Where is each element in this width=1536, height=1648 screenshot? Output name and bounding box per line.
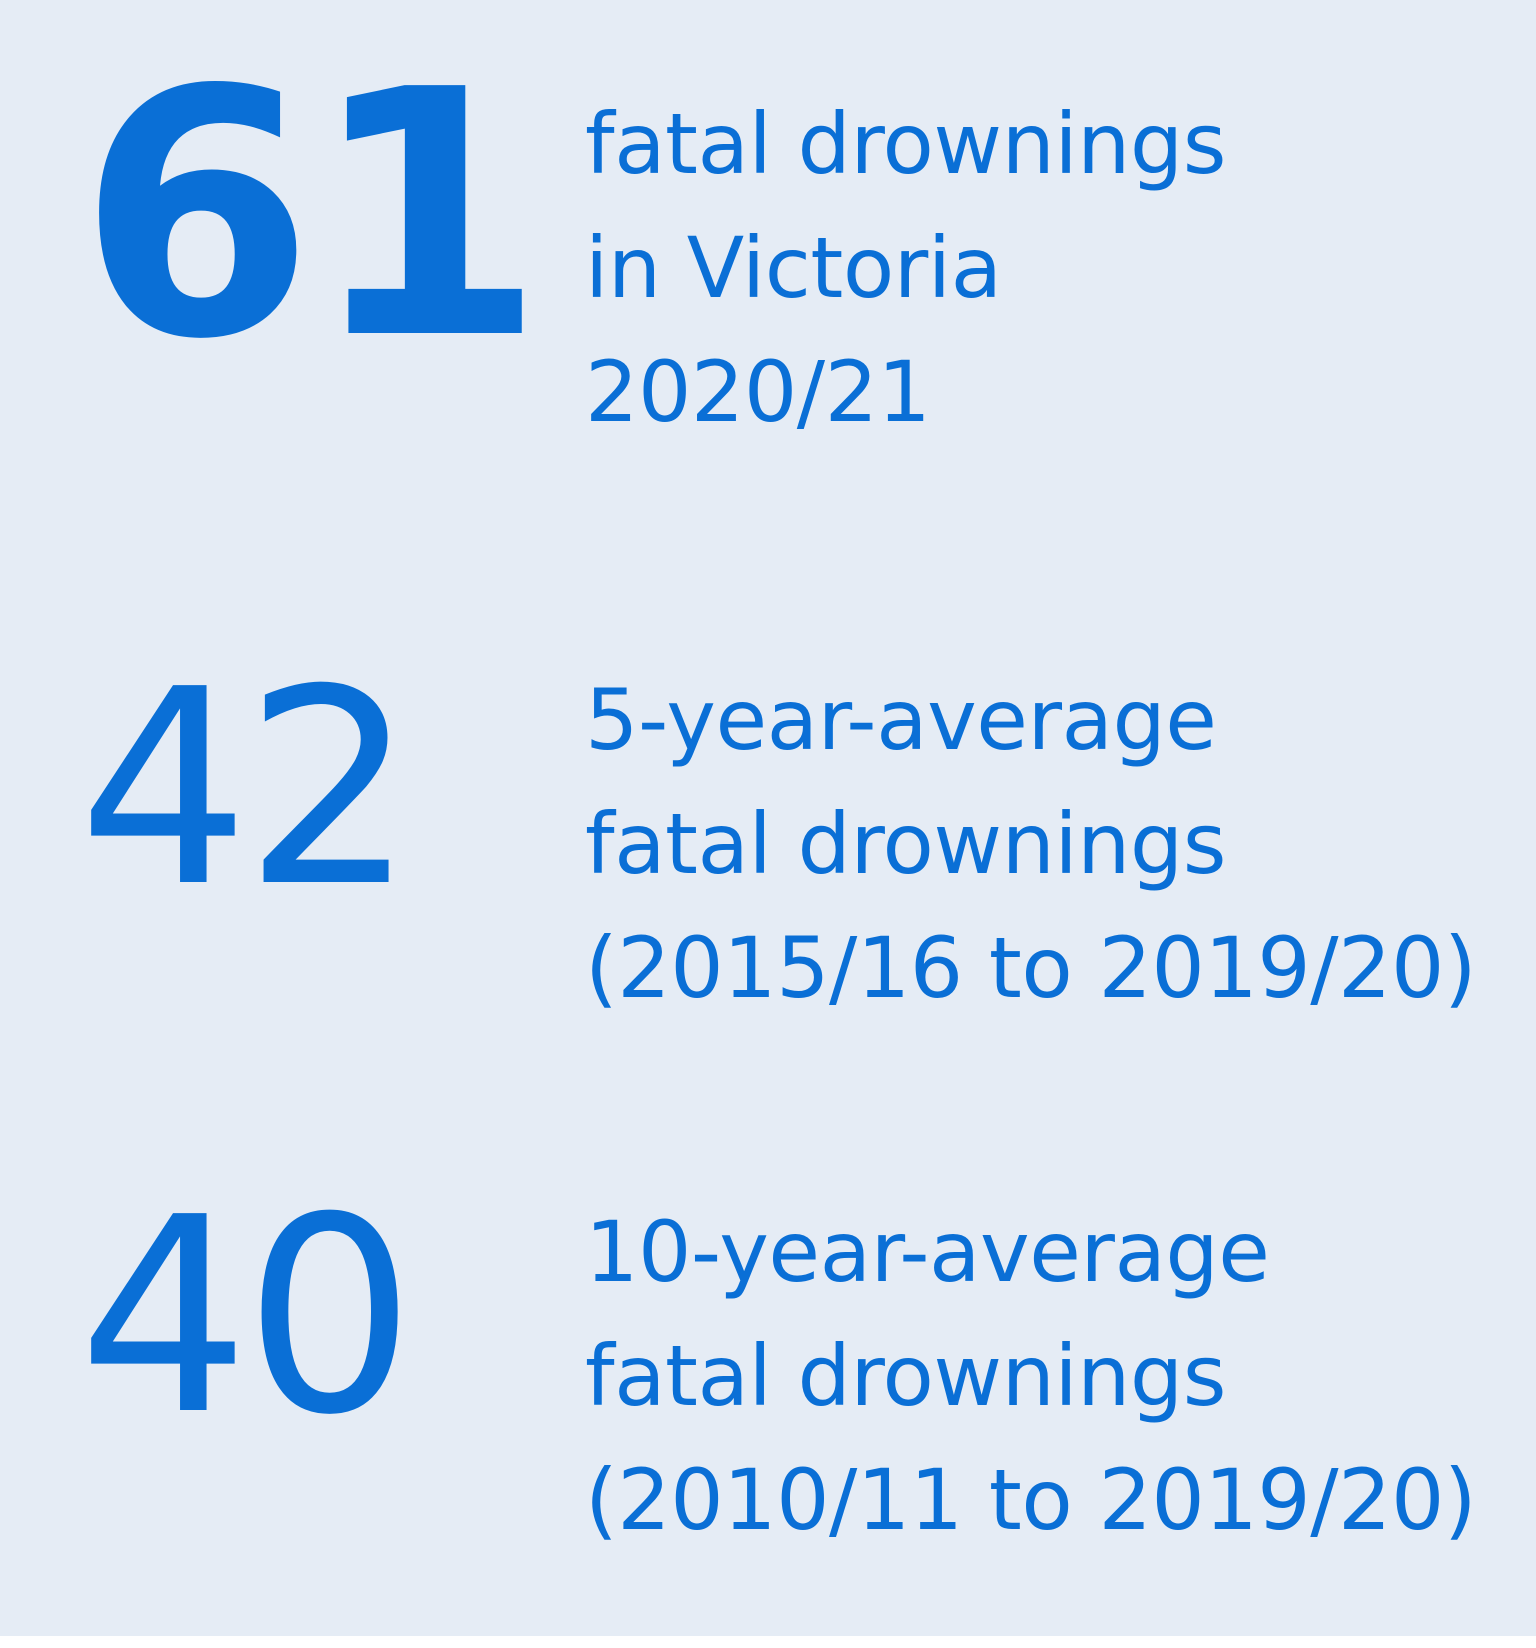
stat-description: 10-year-average fatal drownings (2010/11… <box>585 1190 1477 1562</box>
stat-description-line: (2010/11 to 2019/20) <box>585 1451 1477 1549</box>
stat-value: 42 <box>78 631 416 946</box>
stat-description-line: 5-year-average <box>585 671 1217 769</box>
stat-description: fatal drownings in Victoria 2020/21 <box>585 82 1227 454</box>
stat-description-line: fatal drownings <box>585 95 1227 193</box>
stat-description-line: fatal drownings <box>585 795 1227 893</box>
stat-description: 5-year-average fatal drownings (2015/16 … <box>585 658 1477 1030</box>
stat-description-line: fatal drownings <box>585 1327 1227 1425</box>
stat-description-line: 2020/21 <box>585 343 931 441</box>
stat-description-line: 10-year-average <box>585 1203 1270 1301</box>
stat-value: 61 <box>78 18 545 414</box>
stat-description-line: (2015/16 to 2019/20) <box>585 919 1477 1017</box>
stat-description-line: in Victoria <box>585 219 1002 317</box>
stat-value: 40 <box>78 1159 416 1474</box>
